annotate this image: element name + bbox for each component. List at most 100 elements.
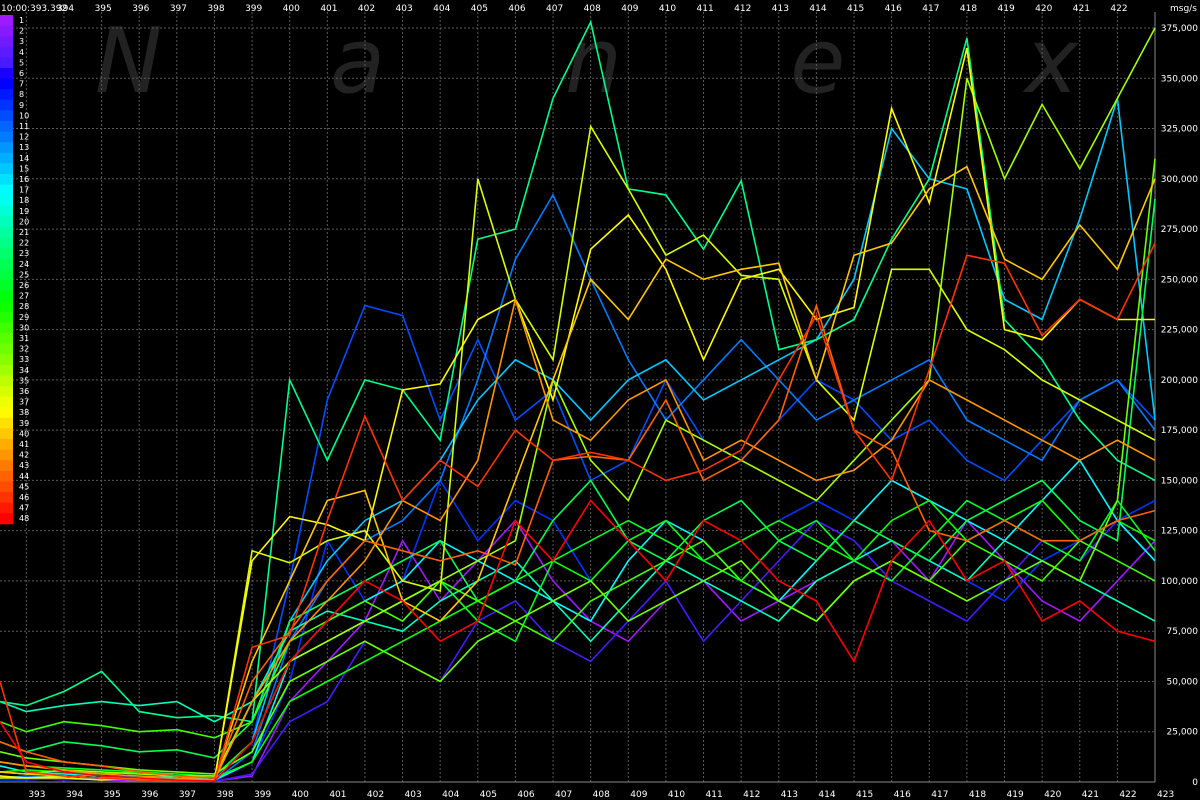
legend-label-44: 44: [19, 472, 29, 481]
legend-swatch-43: [0, 460, 13, 472]
legend-label-27: 27: [19, 292, 29, 301]
legend-swatch-25: [0, 269, 13, 281]
legend-swatch-2: [0, 25, 13, 37]
legend-swatch-45: [0, 481, 13, 493]
top-x-tick-label: 407: [546, 4, 563, 14]
legend-label-21: 21: [19, 228, 29, 237]
legend-label-46: 46: [19, 493, 29, 502]
legend-swatch-35: [0, 375, 13, 387]
x-tick-label: 419: [1007, 790, 1024, 800]
legend-swatch-32: [0, 343, 13, 355]
axes: 10:00:393.392 msg/s 393 394 395 396 397 398 39…: [1, 4, 1198, 800]
color-legend: 1234567891011121314151617181920212223242…: [0, 15, 29, 525]
y-tick-label: 375,000: [1161, 24, 1198, 34]
x-tick-label: 393: [28, 790, 45, 800]
legend-swatch-27: [0, 290, 13, 302]
legend-swatch-11: [0, 121, 13, 133]
x-tick-label: 402: [367, 790, 384, 800]
legend-swatch-40: [0, 428, 13, 440]
legend-swatch-21: [0, 227, 13, 239]
top-x-tick-label: 397: [170, 4, 187, 14]
x-tick-label: 413: [781, 790, 798, 800]
x-tick-label: 404: [442, 790, 459, 800]
legend-label-34: 34: [19, 366, 29, 375]
legend-label-36: 36: [19, 387, 29, 396]
series-line-22: [0, 19, 1156, 723]
legend-swatch-38: [0, 407, 13, 419]
legend-swatch-39: [0, 417, 13, 429]
series-line-15: [0, 98, 1156, 781]
top-x-tick-label: 398: [207, 4, 224, 14]
legend-label-30: 30: [19, 323, 29, 332]
watermark-letter: x: [1022, 9, 1080, 114]
legend-swatch-28: [0, 301, 13, 313]
x-tick-label: 420: [1044, 790, 1061, 800]
legend-swatch-15: [0, 163, 13, 175]
x-tick-label: 403: [405, 790, 422, 800]
top-x-tick-label: 409: [621, 4, 638, 14]
top-x-tick-label: 419: [998, 4, 1015, 14]
legend-swatch-10: [0, 110, 13, 122]
series-line-32: [0, 158, 1156, 775]
legend-label-7: 7: [19, 80, 24, 89]
y-tick-label: 325,000: [1161, 125, 1198, 135]
legend-label-48: 48: [19, 514, 29, 523]
legend-label-11: 11: [19, 122, 29, 131]
legend-swatch-23: [0, 248, 13, 260]
top-x-tick-label: 416: [885, 4, 902, 14]
x-tick-label: 399: [254, 790, 271, 800]
top-x-tick-label: 403: [396, 4, 413, 14]
legend-label-26: 26: [19, 281, 29, 290]
series-line-10: [0, 304, 1156, 781]
series-line-26: [0, 499, 1156, 777]
legend-swatch-6: [0, 68, 13, 80]
x-tick-label: 421: [1082, 790, 1099, 800]
legend-label-47: 47: [19, 504, 29, 513]
x-tick-label: 401: [329, 790, 346, 800]
legend-swatch-48: [0, 513, 13, 525]
legend-label-4: 4: [19, 48, 24, 57]
legend-label-15: 15: [19, 164, 29, 173]
legend-label-13: 13: [19, 143, 29, 152]
legend-swatch-44: [0, 470, 13, 482]
watermark-letter: n: [565, 9, 622, 114]
legend-swatch-14: [0, 152, 13, 164]
series-line-24: [0, 198, 1156, 759]
x-tick-label: 397: [179, 790, 196, 800]
legend-label-41: 41: [19, 440, 29, 449]
series-line-48: [0, 499, 1156, 782]
legend-label-42: 42: [19, 451, 29, 460]
legend-label-3: 3: [19, 37, 24, 46]
x-tick-label: 398: [216, 790, 233, 800]
y-tick-label: 100,000: [1161, 577, 1198, 587]
legend-label-2: 2: [19, 27, 24, 36]
legend-label-10: 10: [19, 111, 29, 120]
y-tick-label: 125,000: [1161, 527, 1198, 537]
top-x-tick-label: 410: [659, 4, 676, 14]
y-unit-label: msg/s: [1170, 4, 1197, 14]
legend-swatch-36: [0, 386, 13, 398]
y-tick-label: 50,000: [1167, 677, 1199, 687]
top-x-tick-label: 421: [1073, 4, 1090, 14]
x-tick-label: 422: [1119, 790, 1136, 800]
legend-label-40: 40: [19, 429, 29, 438]
legend-swatch-19: [0, 205, 13, 217]
x-tick-label: 409: [630, 790, 647, 800]
legend-label-8: 8: [19, 90, 24, 99]
x-tick-label: 396: [141, 790, 158, 800]
x-tick-label: 406: [517, 790, 534, 800]
series-line-30: [0, 539, 1156, 739]
legend-swatch-7: [0, 78, 13, 90]
legend-swatch-4: [0, 46, 13, 58]
y-tick-label: 0: [1192, 778, 1198, 788]
x-tick-label: 418: [969, 790, 986, 800]
legend-label-33: 33: [19, 355, 29, 364]
top-x-tick-label: 413: [772, 4, 789, 14]
legend-swatch-34: [0, 364, 13, 376]
top-x-tick-label: 415: [847, 4, 864, 14]
y-tick-label: 350,000: [1161, 74, 1198, 84]
legend-label-23: 23: [19, 249, 29, 258]
x-tick-label: 417: [931, 790, 948, 800]
legend-swatch-3: [0, 36, 13, 48]
